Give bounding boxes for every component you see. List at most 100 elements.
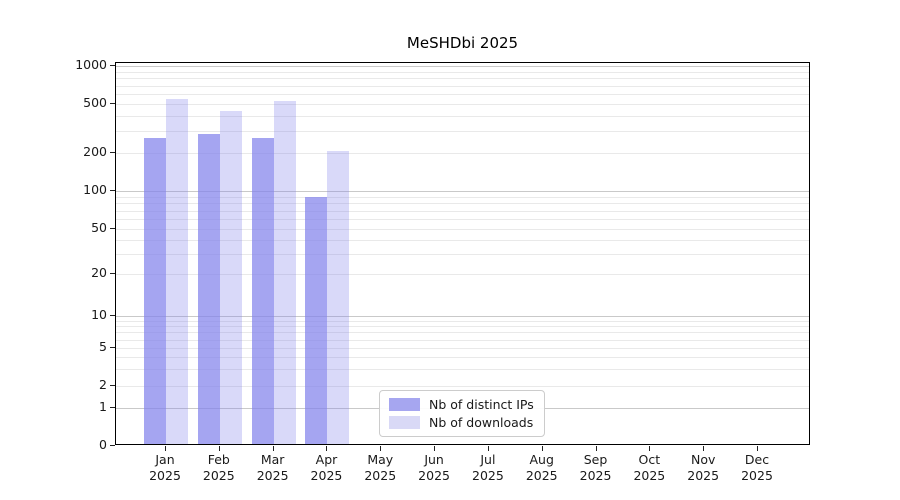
- x-tick-month: Feb: [207, 452, 230, 467]
- legend-item: Nb of distinct IPs: [389, 397, 534, 412]
- x-tick-label: Mar 2025: [241, 452, 305, 484]
- x-tick-year: 2025: [310, 468, 343, 483]
- x-tick-year: 2025: [741, 468, 773, 483]
- x-tick-month: Sep: [583, 452, 608, 467]
- y-tick-label: 1: [99, 399, 107, 414]
- x-tick-mark: [541, 446, 543, 451]
- gridline-minor: [116, 71, 809, 73]
- x-tick-month: Oct: [638, 452, 661, 467]
- gridline-minor: [116, 386, 809, 387]
- x-tick-year: 2025: [525, 468, 558, 483]
- legend-label: Nb of downloads: [429, 415, 534, 430]
- x-tick-mark: [218, 446, 220, 451]
- bar-downloads: [219, 110, 242, 444]
- gridline-minor: [116, 85, 809, 87]
- legend-label: Nb of distinct IPs: [429, 397, 534, 412]
- x-tick-label: Oct 2025: [617, 452, 681, 484]
- x-tick-label: Aug 2025: [510, 452, 574, 484]
- gridline-major: [116, 316, 809, 317]
- x-tick-label: Jan 2025: [133, 452, 197, 484]
- x-tick-label: Jun 2025: [402, 452, 466, 484]
- gridline-minor: [116, 320, 809, 322]
- y-tick-mark: [110, 151, 115, 153]
- y-tick-mark: [110, 102, 115, 104]
- gridline-minor: [116, 210, 809, 212]
- gridline-minor: [116, 339, 809, 341]
- x-tick-year: 2025: [633, 468, 666, 483]
- x-tick-month: Jun: [424, 452, 444, 467]
- y-tick-label: 5: [99, 339, 107, 354]
- gridline-minor: [116, 326, 809, 328]
- x-tick-label: Feb 2025: [187, 452, 251, 484]
- x-tick-month: Jul: [480, 452, 496, 467]
- x-tick-mark: [380, 446, 382, 451]
- x-tick-year: 2025: [579, 468, 612, 483]
- x-tick-year: 2025: [149, 468, 181, 483]
- x-tick-label: May 2025: [348, 452, 412, 484]
- gridline-minor: [116, 115, 809, 117]
- x-tick-mark: [595, 446, 597, 451]
- gridline-minor: [116, 131, 809, 133]
- y-tick-label: 2: [99, 377, 107, 392]
- gridline-minor: [116, 254, 809, 256]
- legend-item: Nb of downloads: [389, 415, 534, 430]
- bar-distinct-ips: [251, 138, 274, 444]
- bar-downloads: [327, 151, 350, 444]
- x-tick-year: 2025: [472, 468, 504, 483]
- x-tick-label: Sep 2025: [564, 452, 628, 484]
- x-tick-month: Dec: [744, 452, 770, 467]
- gridline-minor: [116, 332, 809, 334]
- bar-distinct-ips: [144, 138, 166, 444]
- y-tick-label: 1000: [75, 57, 107, 72]
- x-tick-year: 2025: [256, 468, 289, 483]
- y-tick-label: 10: [91, 307, 107, 322]
- y-tick-mark: [110, 444, 115, 446]
- x-tick-month: Jan: [155, 452, 175, 467]
- x-tick-year: 2025: [202, 468, 235, 483]
- y-tick-label: 500: [83, 95, 107, 110]
- x-tick-mark: [434, 446, 436, 451]
- gridline-major: [116, 66, 809, 67]
- plot-area: Nb of distinct IPs Nb of downloads: [115, 62, 810, 445]
- x-tick-label: Apr 2025: [294, 452, 358, 484]
- y-tick-label: 20: [91, 265, 107, 280]
- gridline-minor: [116, 219, 809, 220]
- gridline-minor: [116, 203, 809, 205]
- gridline-minor: [116, 348, 809, 349]
- bar-downloads: [273, 101, 296, 444]
- y-tick-label: 0: [99, 437, 107, 452]
- gridline-minor: [116, 357, 809, 359]
- y-tick-mark: [110, 406, 115, 408]
- x-tick-month: Mar: [260, 452, 285, 467]
- x-tick-mark: [487, 446, 489, 451]
- legend: Nb of distinct IPs Nb of downloads: [379, 390, 545, 437]
- x-tick-mark: [272, 446, 274, 451]
- y-tick-mark: [110, 314, 115, 316]
- chart-title: MeSHDbi 2025: [406, 34, 519, 52]
- y-tick-label: 200: [83, 144, 107, 159]
- x-tick-year: 2025: [364, 468, 397, 483]
- legend-swatch-downloads: [389, 416, 420, 429]
- x-tick-mark: [703, 446, 705, 451]
- gridline-minor: [116, 104, 809, 105]
- x-tick-mark: [757, 446, 758, 451]
- gridline-minor: [116, 239, 809, 241]
- x-tick-year: 2025: [418, 468, 450, 483]
- gridline-minor: [116, 229, 809, 230]
- y-tick-mark: [110, 272, 115, 274]
- x-tick-label: Dec 2025: [725, 452, 789, 484]
- gridline-minor: [116, 153, 809, 154]
- x-tick-month: Aug: [529, 452, 554, 467]
- gridline-minor: [116, 369, 809, 371]
- gridline-minor: [116, 196, 809, 198]
- x-tick-mark: [165, 446, 166, 451]
- y-tick-label: 50: [91, 220, 107, 235]
- gridline-minor: [116, 274, 809, 275]
- bar-downloads: [166, 99, 188, 444]
- y-tick-mark: [110, 346, 115, 348]
- x-tick-month: Nov: [690, 452, 716, 467]
- gridline-minor: [116, 94, 809, 95]
- x-tick-month: Apr: [315, 452, 338, 467]
- gridline-major: [116, 191, 809, 192]
